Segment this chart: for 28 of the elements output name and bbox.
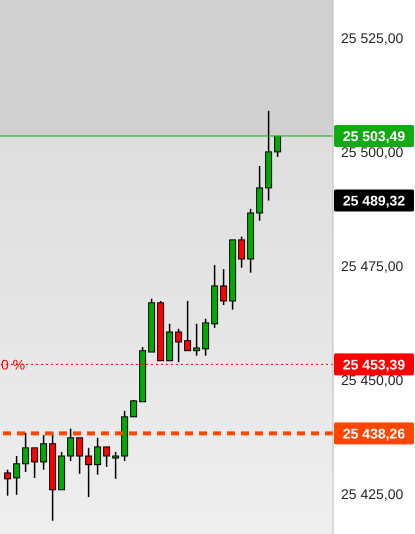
candlestick <box>220 268 228 306</box>
candlestick <box>184 300 192 352</box>
candlestick <box>130 399 138 418</box>
ref-line-label: 25 453,39 <box>342 356 406 372</box>
candlestick <box>85 447 92 498</box>
ref-line-label: 25 503,49 <box>342 128 406 144</box>
candlestick <box>112 451 120 480</box>
candlestick <box>40 434 48 470</box>
candlestick <box>193 323 200 356</box>
candlestick <box>175 328 182 363</box>
y-tick-label: 25 500,00 <box>341 144 404 160</box>
candlestick <box>103 446 110 468</box>
y-tick-label: 25 425,00 <box>341 486 404 502</box>
candlestick <box>31 447 38 479</box>
candlestick <box>238 236 246 268</box>
candlestick <box>13 455 20 496</box>
y-tick-label: 25 450,00 <box>341 372 404 388</box>
candlestick <box>67 428 74 462</box>
candlestick <box>22 432 30 473</box>
y-tick-label: 25 525,00 <box>341 30 404 46</box>
y-tick-label: 25 475,00 <box>341 258 404 274</box>
ref-line-label: 25 438,26 <box>342 425 406 442</box>
candlestick <box>94 437 102 476</box>
annotation: 0 % <box>1 356 26 372</box>
text: 25 489,32 <box>342 192 406 209</box>
candlestick <box>274 135 282 158</box>
candlestick <box>4 468 12 496</box>
candlestick <box>76 437 84 475</box>
